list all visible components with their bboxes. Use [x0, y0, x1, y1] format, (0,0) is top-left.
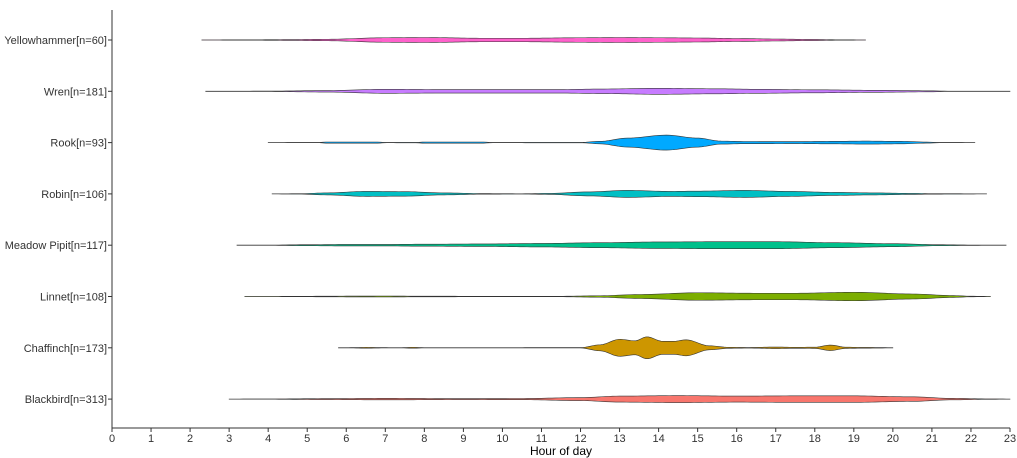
y-tick-label: Robin[n=106]	[41, 189, 107, 201]
x-tick-label: 2	[187, 433, 193, 445]
x-tick-label: 7	[382, 433, 388, 445]
x-tick-label: 17	[770, 433, 782, 445]
y-tick-label: Rook[n=93]	[50, 138, 107, 150]
x-tick-label: 14	[652, 433, 664, 445]
x-tick-label: 8	[421, 433, 427, 445]
x-tick-label: 1	[148, 433, 154, 445]
x-tick-label: 15	[692, 433, 704, 445]
x-tick-label: 0	[109, 433, 115, 445]
y-tick-label: Linnet[n=108]	[40, 292, 107, 304]
x-tick-label: 4	[265, 433, 271, 445]
y-tick-label: Yellowhammer[n=60]	[4, 35, 107, 47]
x-tick-label: 20	[887, 433, 899, 445]
x-tick-label: 3	[226, 433, 232, 445]
x-tick-label: 12	[574, 433, 586, 445]
x-tick-label: 10	[496, 433, 508, 445]
x-tick-label: 11	[536, 433, 547, 445]
violin-3	[271, 190, 987, 198]
x-axis-ticks: 0 1 2 3 4 5 6 7 8 9 10 11 12 13 14 15 16 17 18 19 20 21 22 23	[109, 428, 1016, 445]
y-tick-label: Wren[n=181]	[44, 86, 107, 98]
y-axis-ticks: Yellowhammer[n=60] Wren[n=181] Rook[n=93] R…	[4, 35, 112, 406]
y-tick-label: Chaffinch[n=173]	[24, 343, 107, 355]
x-tick-label: 22	[965, 433, 977, 445]
x-tick-label: 13	[613, 433, 625, 445]
violin-1	[205, 87, 1011, 95]
x-tick-label: 5	[304, 433, 310, 445]
x-tick-label: 21	[926, 433, 938, 445]
y-tick-label: Blackbird[n=313]	[25, 394, 107, 406]
x-axis-title: Hour of day	[530, 444, 592, 458]
x-tick-label: 23	[1004, 433, 1016, 445]
violin-5	[244, 291, 991, 302]
x-tick-label: 6	[343, 433, 349, 445]
violin-2	[267, 134, 976, 151]
x-tick-label: 9	[460, 433, 466, 445]
violin-4	[236, 241, 1007, 249]
x-tick-label: 19	[848, 433, 860, 445]
violins-layer	[201, 37, 1011, 403]
violin-6	[338, 336, 894, 360]
violin-7	[228, 395, 1011, 403]
x-tick-label: 16	[731, 433, 743, 445]
y-tick-label: Meadow Pipit[n=117]	[5, 240, 107, 252]
x-tick-label: 18	[809, 433, 821, 445]
violin-0	[201, 37, 866, 43]
